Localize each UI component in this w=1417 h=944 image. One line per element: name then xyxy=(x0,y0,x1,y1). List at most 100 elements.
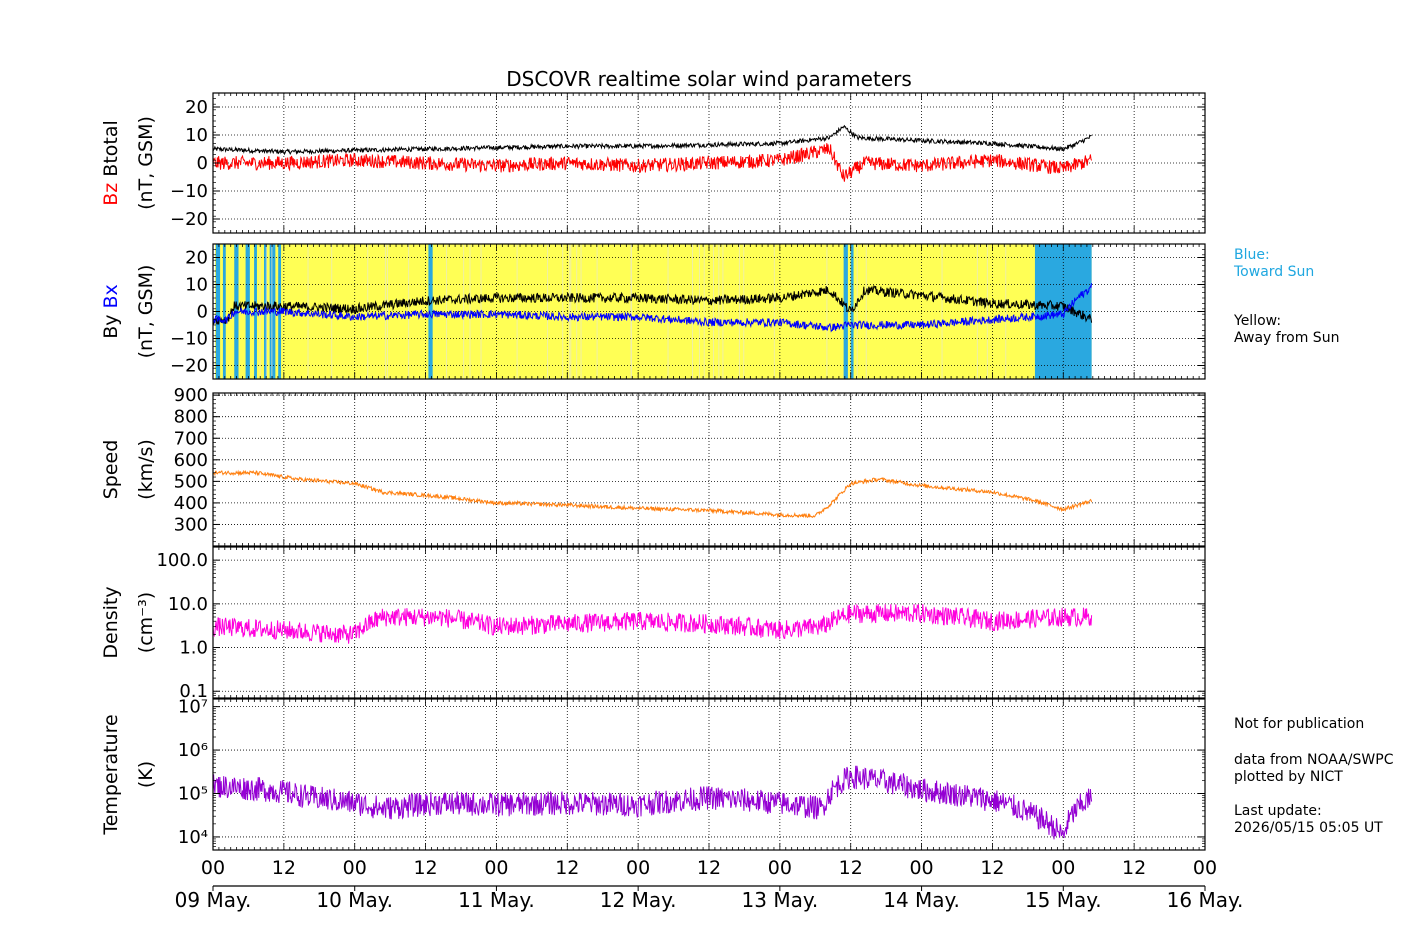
panel-density: 100.0 10.0 1.0 0.1 Density (cm⁻³) xyxy=(100,546,1206,702)
y-tick-label: 0 xyxy=(197,153,208,174)
series-speed xyxy=(213,469,1093,519)
hour-tick-label: 00 xyxy=(343,857,367,879)
series-bz xyxy=(213,143,1093,182)
plot-area-temperature xyxy=(213,699,1205,850)
panel-temperature: 10⁷ 10⁶ 10⁵ 10⁴ Temperature (K) xyxy=(100,697,1206,851)
chart-title: DSCOVR realtime solar wind parameters xyxy=(506,67,912,91)
date-tick-label: 14 May. xyxy=(883,888,960,912)
panel-frame xyxy=(212,392,1206,547)
mixed-sector-line xyxy=(713,244,715,379)
hour-tick-label: 12 xyxy=(555,857,579,879)
y-axis-label-part: Speed xyxy=(100,440,122,500)
mixed-sector-line xyxy=(384,244,386,379)
mixed-sector-line xyxy=(568,244,570,379)
y-axis-label: Speed xyxy=(100,440,122,500)
series-density xyxy=(213,603,1093,644)
data-source-note: data from NOAA/SWPC plotted by NICT xyxy=(1234,752,1394,785)
hour-tick-label: 00 xyxy=(1193,857,1217,879)
date-tick-label: 09 May. xyxy=(175,888,252,912)
mixed-sector-line xyxy=(469,244,471,379)
y-axis-unit: (nT, GSM) xyxy=(135,116,157,210)
mixed-sector-line xyxy=(703,244,705,379)
toward-sun-band xyxy=(245,244,250,379)
y-tick-label: 10⁶ xyxy=(178,740,208,761)
mixed-sector-line xyxy=(446,244,448,379)
y-tick-label: 20 xyxy=(185,248,208,269)
mixed-sector-line xyxy=(691,244,693,379)
y-tick-label: −20 xyxy=(170,209,208,230)
y-tick-label: 100.0 xyxy=(156,550,208,571)
hour-tick-label: 00 xyxy=(909,857,933,879)
mixed-sector-line xyxy=(826,244,828,379)
toward-sun-band xyxy=(222,244,226,379)
y-axis-label: Density xyxy=(100,586,122,658)
mixed-sector-line xyxy=(580,244,582,379)
y-tick-label: 1.0 xyxy=(179,638,208,659)
date-tick-label: 13 May. xyxy=(742,888,819,912)
y-axis-label-part: Density xyxy=(100,586,122,658)
y-tick-label: 900 xyxy=(174,385,208,406)
y-tick-label: 500 xyxy=(174,471,208,492)
hour-tick-label: 12 xyxy=(839,857,863,879)
panel-mag-by-bx: 20 10 0 −10 −20 By Bx (nT, GSM) xyxy=(100,243,1206,380)
y-tick-label: 0.1 xyxy=(179,681,208,702)
mixed-sector-line xyxy=(547,244,549,379)
mixed-sector-line xyxy=(976,244,978,379)
date-tick-label: 16 May. xyxy=(1167,888,1244,912)
y-axis-label-part: Btotal xyxy=(100,120,122,183)
y-tick-label: 10.0 xyxy=(168,594,208,615)
mixed-sector-line xyxy=(718,244,720,379)
y-tick-label: 400 xyxy=(174,493,208,514)
hour-tick-label: 12 xyxy=(272,857,296,879)
publication-notice: Not for publication xyxy=(1234,716,1365,732)
series-bx xyxy=(213,283,1093,333)
y-axis-label-part: By xyxy=(100,315,122,339)
date-tick-label: 10 May. xyxy=(316,888,393,912)
y-axis-label: Temperature xyxy=(100,714,122,835)
last-update-note: Last update: 2026/05/15 05:05 UT xyxy=(1234,803,1383,836)
y-axis-label-part: Bz xyxy=(100,183,122,206)
mixed-sector-line xyxy=(630,244,632,379)
mixed-sector-line xyxy=(722,244,724,379)
mixed-sector-line xyxy=(743,244,745,379)
time-axis: 00 12 00 12 00 12 00 12 00 12 00 12 00 12 00 09 May. 10 … xyxy=(175,857,1244,912)
y-tick-label: 10 xyxy=(185,275,208,296)
y-tick-label: 300 xyxy=(174,514,208,535)
y-tick-label: 10⁴ xyxy=(178,827,208,848)
y-axis-unit: (km/s) xyxy=(135,439,157,500)
series-by xyxy=(213,284,1093,325)
hour-tick-label: 00 xyxy=(201,857,225,879)
y-axis-unit: (cm⁻³) xyxy=(135,592,157,653)
mixed-sector-line xyxy=(856,244,858,379)
mixed-sector-line xyxy=(367,244,369,379)
y-tick-label: −10 xyxy=(170,181,208,202)
panel-mag-bz-bt: 20 10 0 −10 −20 Bz Btotal (nT, GSM) xyxy=(100,92,1206,234)
date-tick-label: 12 May. xyxy=(600,888,677,912)
plot-area-mag-bz-bt xyxy=(213,93,1205,233)
panels-group: 20 10 0 −10 −20 Bz Btotal (nT, GSM) 20 10 0 −10 −20… xyxy=(100,92,1206,851)
hour-tick-label: 00 xyxy=(484,857,508,879)
hour-tick-label: 12 xyxy=(697,857,721,879)
hour-tick-label: 00 xyxy=(626,857,650,879)
mixed-sector-line xyxy=(562,244,564,379)
y-tick-label: 10⁷ xyxy=(178,697,208,718)
y-axis-label: By Bx xyxy=(100,284,122,339)
y-tick-label: 600 xyxy=(174,450,208,471)
plot-area-speed xyxy=(213,393,1205,546)
y-axis-label: Bz Btotal xyxy=(100,120,122,206)
y-tick-label: −20 xyxy=(170,356,208,377)
legend-toward-sun: Blue: Toward Sun xyxy=(1234,247,1315,280)
hour-tick-label: 12 xyxy=(413,857,437,879)
mixed-sector-line xyxy=(667,244,669,379)
y-tick-label: 10 xyxy=(185,125,208,146)
y-tick-label: 700 xyxy=(174,428,208,449)
y-tick-label: 10⁵ xyxy=(178,784,208,805)
mixed-sector-line xyxy=(865,244,867,379)
hour-tick-label: 12 xyxy=(1122,857,1146,879)
y-axis-label-part: Temperature xyxy=(100,714,122,835)
legend-away-from-sun: Yellow: Away from Sun xyxy=(1234,313,1340,346)
mixed-sector-line xyxy=(738,244,740,379)
y-axis-label-part: Bx xyxy=(100,284,122,314)
